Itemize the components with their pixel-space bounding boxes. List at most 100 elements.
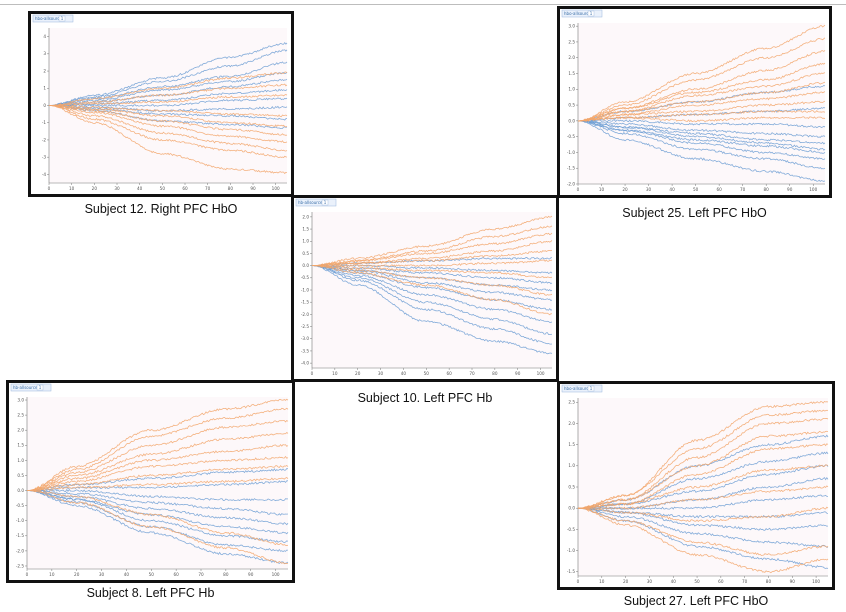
series-line-orange (27, 477, 289, 492)
x-tick-label: 30 (99, 572, 105, 577)
series-line-orange (577, 409, 829, 509)
y-tick-label: -3.0 (301, 336, 310, 341)
series-line-blue (48, 61, 288, 107)
y-tick-label: 3 (43, 51, 46, 56)
y-tick-label: 1.0 (568, 87, 575, 92)
tab-label: hbo-allsource1 (564, 11, 594, 16)
y-tick-label: -1.5 (16, 533, 25, 538)
chart-panel-subject-10: hb-allsource1 1 -4.0 -3.5 -3.0 -2.5 -2.0 -1.5 -1… (291, 195, 559, 382)
series-line-orange (26, 443, 289, 491)
x-tick-label: 60 (182, 186, 188, 191)
y-tick-label: 0.0 (568, 118, 575, 123)
plot-area (312, 212, 552, 368)
x-tick-label: 20 (74, 572, 80, 577)
series-line-orange (49, 104, 288, 118)
series-line-orange (577, 24, 826, 122)
y-tick-label: -1.5 (567, 569, 576, 574)
series-line-orange (48, 105, 288, 158)
caption-subject-25: Subject 25. Left PFC HbO (622, 206, 767, 220)
x-tick-label: 50 (693, 187, 699, 192)
series-line-blue (577, 507, 829, 548)
y-tick-label: -1 (42, 120, 47, 125)
chart-panel-subject-25: hbo-allsource1 1 -2.0 -1.5 -1.0 -0.5 0.0 0.5 1.0… (557, 6, 832, 198)
y-tick-label: 0.0 (17, 488, 24, 493)
caption-subject-27: Subject 27. Left PFC HbO (623, 594, 769, 608)
x-tick-label: 90 (515, 371, 521, 376)
x-tick-label: 90 (787, 187, 793, 192)
y-tick-label: -2.5 (301, 324, 310, 329)
x-tick-label: 40 (671, 579, 677, 584)
y-tick-label: -2.0 (16, 548, 25, 553)
series-line-orange (48, 104, 288, 143)
tab-number: 1 (39, 385, 42, 390)
x-tick-label: 10 (332, 371, 338, 376)
series-line-blue (26, 490, 289, 526)
x-tick-label: 40 (669, 187, 675, 192)
x-tick-label: 80 (223, 572, 229, 577)
y-tick-label: 2.0 (568, 421, 575, 426)
x-tick-label: 30 (647, 579, 653, 584)
y-tick-label: -3.5 (301, 348, 310, 353)
series-line-orange (26, 432, 289, 491)
y-tick-label: -0.5 (16, 503, 25, 508)
x-tick-label: 0 (48, 186, 51, 191)
series-line-blue (26, 490, 289, 544)
y-tick-label: -2 (42, 137, 47, 142)
series-line-orange (311, 215, 553, 267)
y-tick-label: 2.0 (302, 214, 309, 219)
series-line-blue (577, 120, 826, 170)
series-line-blue (577, 451, 829, 509)
y-tick-label: 2.5 (568, 400, 575, 405)
tab-label: hb-allsource1 (13, 385, 40, 390)
x-tick-label: 60 (716, 187, 722, 192)
series-line-orange (578, 485, 829, 510)
plot-area (578, 398, 828, 576)
series-line-orange (26, 398, 289, 491)
x-tick-label: 80 (228, 186, 234, 191)
x-tick-label: 30 (646, 187, 652, 192)
series-line-blue (312, 265, 553, 301)
series-line-blue (577, 120, 826, 160)
series-line-blue (48, 42, 288, 107)
series-line-orange (312, 259, 553, 268)
x-tick-label: 100 (537, 371, 545, 376)
series-line-orange (48, 71, 288, 107)
series-line-orange (26, 490, 289, 546)
series-line-blue (577, 120, 826, 151)
series-line-blue (311, 265, 553, 336)
y-tick-label: 0.0 (302, 263, 309, 268)
x-tick-label: 0 (577, 187, 580, 192)
series-line-blue (577, 120, 826, 154)
series-line-orange (26, 465, 289, 492)
x-tick-label: 50 (694, 579, 700, 584)
y-tick-label: -1.0 (567, 150, 576, 155)
y-tick-label: 1.0 (17, 458, 24, 463)
y-tick-label: 1.0 (568, 463, 575, 468)
series-line-blue (577, 120, 826, 182)
x-tick-label: 90 (248, 572, 254, 577)
series-line-orange (26, 490, 289, 565)
y-tick-label: -0.5 (567, 527, 576, 532)
y-tick-label: -4 (42, 172, 47, 177)
series-line-orange (26, 420, 289, 491)
series-line-blue (311, 265, 553, 345)
y-tick-label: 1.0 (302, 239, 309, 244)
y-tick-label: -1.0 (16, 518, 25, 523)
x-tick-label: 10 (599, 187, 605, 192)
x-tick-label: 30 (378, 371, 384, 376)
chart-panel-subject-8: hb-allsource1 1 -2.5 -2.0 -1.5 -1.0 -0.5 0.0 0.5… (6, 380, 295, 583)
x-tick-label: 70 (742, 579, 748, 584)
series-line-orange (577, 100, 826, 122)
x-tick-label: 70 (198, 572, 204, 577)
series-line-blue (311, 257, 553, 267)
tab-label: hbo-allsource1 (35, 16, 65, 21)
